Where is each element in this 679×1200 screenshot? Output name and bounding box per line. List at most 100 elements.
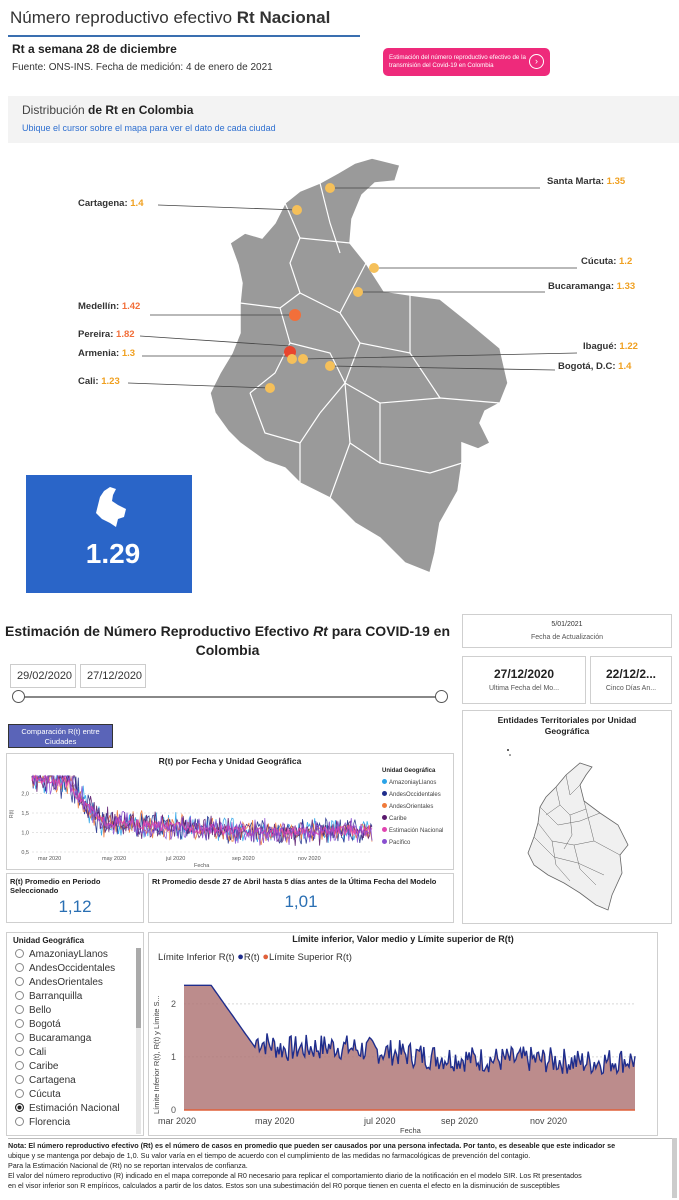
x-axis-label: Fecha: [194, 863, 210, 868]
x-tick-label: jul 2020: [363, 1116, 396, 1126]
y-tick-label: 0: [171, 1105, 176, 1115]
armenia-marker[interactable]: [287, 354, 297, 364]
map-subtitle: Ubique el cursor sobre el mapa para ver …: [22, 123, 276, 133]
geo-list-item[interactable]: Cali: [15, 1046, 143, 1060]
colombia-shape: [209, 157, 509, 575]
bogota-marker[interactable]: [325, 361, 335, 371]
rt-line-chart[interactable]: 0,5 1,0 1,5 2,0 R(t) mar 2020 may 2020 jul 2020…: [8, 768, 380, 868]
geo-list-item[interactable]: AndesOrientales: [15, 976, 143, 990]
kpi-since-april-title: Rt Promedio desde 27 de Abril hasta 5 dí…: [152, 877, 437, 886]
slider-start-handle[interactable]: [12, 690, 25, 703]
radio-icon[interactable]: [15, 1061, 24, 1070]
legend-item[interactable]: AndesOrientales: [382, 803, 443, 810]
geo-list-item-label: Bello: [29, 1005, 52, 1016]
radio-icon[interactable]: [15, 1089, 24, 1098]
geo-list-item[interactable]: Bello: [15, 1004, 143, 1018]
note-line: El valor del número reproductivo (R) ind…: [8, 1171, 582, 1180]
legend-item[interactable]: Caribe: [382, 815, 443, 822]
date-to-input[interactable]: 27/12/2020: [80, 664, 146, 688]
radio-icon[interactable]: [15, 963, 24, 972]
geo-list-header: Unidad Geográfica: [13, 936, 85, 945]
department-borders: [239, 182, 501, 499]
slider-end-handle[interactable]: [435, 690, 448, 703]
source-label: Fuente: ONS-INS. Fecha de medición: 4 de…: [12, 62, 273, 73]
radio-icon[interactable]: [15, 1047, 24, 1056]
five-days-card: 22/12/2... Cinco Días An...: [590, 656, 672, 704]
geo-list-item-label: Bogotá: [29, 1019, 61, 1030]
estimation-link-label: Estimación del número reproductivo efect…: [389, 54, 526, 69]
geo-list-item[interactable]: AndesOccidentales: [15, 962, 143, 976]
legend-dot-icon: ●: [262, 951, 269, 963]
line-legend: AmazoniayLlanos AndesOccidentales AndesO…: [382, 779, 443, 846]
geo-list-item-label: Cartagena: [29, 1075, 76, 1086]
cucuta-marker[interactable]: [369, 263, 379, 273]
legend-item[interactable]: Límite Inferior R(t): [158, 952, 235, 963]
geo-list-item-label: Estimación Nacional: [29, 1103, 120, 1114]
santa-marta-marker[interactable]: [325, 183, 335, 193]
geo-list-item[interactable]: Bucaramanga: [15, 1032, 143, 1046]
list-scrollbar[interactable]: [136, 948, 141, 1134]
legend-item[interactable]: R(t): [243, 952, 260, 963]
geo-list-item-label: Caribe: [29, 1061, 59, 1072]
note-line: Para la Estimación Nacional de (Rt) no s…: [8, 1161, 248, 1170]
geo-list-item[interactable]: AmazoniayLlanos: [15, 948, 143, 962]
date-from-input[interactable]: 29/02/2020: [10, 664, 76, 688]
geo-list-item-label: AndesOccidentales: [29, 963, 116, 974]
legend-item[interactable]: Límite Superior R(t): [268, 952, 352, 963]
line-legend-title: Unidad Geográfica: [382, 768, 436, 774]
note-scrollbar[interactable]: [672, 1138, 677, 1198]
cartagena-marker[interactable]: [292, 205, 302, 215]
radio-icon[interactable]: [15, 1019, 24, 1028]
ibague-marker[interactable]: [298, 354, 308, 364]
legend-item[interactable]: Estimación Nacional: [382, 827, 443, 834]
radio-icon[interactable]: [15, 977, 24, 986]
legend-item[interactable]: Pacífico: [382, 839, 443, 846]
geo-list-item[interactable]: Cúcuta: [15, 1088, 143, 1102]
rt-line: [184, 984, 636, 1076]
date-range-slider[interactable]: [18, 696, 442, 698]
dashboard-title: Estimación de Número Reproductivo Efecti…: [5, 623, 450, 658]
area-chart-title: Límite inferior, Valor medio y Límite su…: [292, 934, 514, 944]
geo-list-item-label: AndesOrientales: [29, 977, 103, 988]
x-tick-label: may 2020: [255, 1116, 295, 1126]
list-scrollbar-thumb[interactable]: [136, 948, 141, 1028]
last-model-date-value: 27/12/2020: [493, 667, 555, 681]
estimation-link-button[interactable]: Estimación del número reproductivo efect…: [383, 48, 550, 76]
radio-icon[interactable]: [15, 1103, 24, 1112]
radio-icon[interactable]: [15, 991, 24, 1000]
medellin-marker[interactable]: [289, 309, 301, 321]
rt-area-chart[interactable]: 0 1 2 Límite Inferior R(t), R(t) y Límite S…: [150, 966, 655, 1134]
compare-cities-button[interactable]: Comparación R(t) entre Ciudades: [8, 724, 113, 748]
y-tick-label: 1,5: [21, 811, 29, 817]
legend-item[interactable]: AndesOccidentales: [382, 791, 443, 798]
geo-list-item[interactable]: Caribe: [15, 1060, 143, 1074]
city-label-bogota: Bogotá, D.C: 1.4: [558, 361, 632, 372]
geo-list-item[interactable]: Estimación Nacional: [15, 1102, 143, 1116]
radio-icon[interactable]: [15, 1117, 24, 1126]
note-line: en el visor inferior son R empíricos, ca…: [8, 1181, 560, 1190]
city-markers: [265, 183, 379, 393]
line-chart-title: R(t) por Fecha y Unidad Geográfica: [158, 756, 302, 766]
territories-map[interactable]: [500, 745, 640, 915]
last-model-date-label: Ultima Fecha del Mo...: [488, 685, 560, 692]
x-tick-label: sep 2020: [232, 856, 255, 862]
x-tick-label: sep 2020: [441, 1116, 478, 1126]
geo-list-item[interactable]: Bogotá: [15, 1018, 143, 1032]
radio-icon[interactable]: [15, 1033, 24, 1042]
colombia-map[interactable]: [0, 143, 679, 603]
cali-marker[interactable]: [265, 383, 275, 393]
x-tick-label: mar 2020: [158, 1116, 196, 1126]
y-tick-label: 1,0: [21, 831, 29, 837]
geo-list-item[interactable]: Barranquilla: [15, 990, 143, 1004]
x-axis-label: Fecha: [400, 1126, 422, 1134]
bucaramanga-marker[interactable]: [353, 287, 363, 297]
city-label-cali: Cali: 1.23: [78, 376, 120, 387]
city-label-cartagena: Cartagena: 1.4: [78, 198, 144, 209]
kpi-period-title: R(t) Promedio en Periodo Seleccionado: [10, 877, 101, 895]
geo-list-item[interactable]: Cartagena: [15, 1074, 143, 1088]
radio-icon[interactable]: [15, 1005, 24, 1014]
geo-list-item[interactable]: Florencia: [15, 1116, 143, 1130]
radio-icon[interactable]: [15, 949, 24, 958]
radio-icon[interactable]: [15, 1075, 24, 1084]
legend-item[interactable]: AmazoniayLlanos: [382, 779, 443, 786]
